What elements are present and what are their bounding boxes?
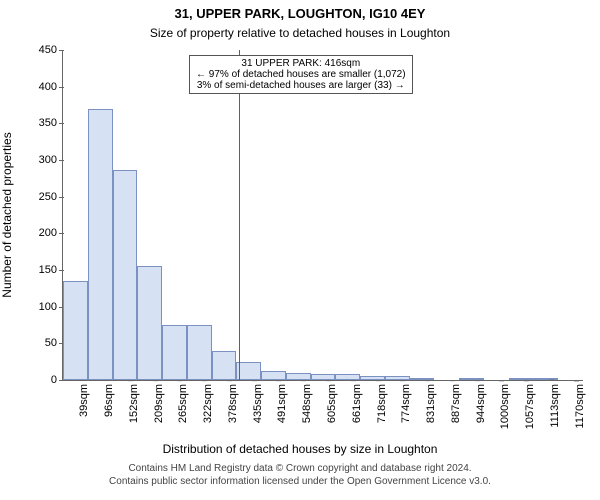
x-tick-label: 39sqm	[78, 384, 90, 417]
y-tick-label: 300	[39, 154, 63, 166]
footer-attribution: Contains HM Land Registry data © Crown c…	[0, 462, 600, 488]
y-tick-label: 400	[39, 81, 63, 93]
x-tick-label: 152sqm	[128, 384, 140, 423]
histogram-bar	[137, 266, 162, 380]
chart-plot-area: 050100150200250300350400450 39sqm96sqm15…	[62, 50, 583, 381]
y-tick-label: 350	[39, 117, 63, 129]
x-tick-label: 265sqm	[177, 384, 189, 423]
histogram-bar	[187, 325, 212, 380]
y-tick-label: 0	[51, 374, 63, 386]
x-tick-label: 435sqm	[252, 384, 264, 423]
histogram-bar	[113, 170, 138, 380]
x-tick-label: 605sqm	[326, 384, 338, 423]
x-tick-label: 718sqm	[376, 384, 388, 423]
x-tick-label: 96sqm	[103, 384, 115, 417]
x-tick-label: 944sqm	[475, 384, 487, 423]
histogram-bar	[286, 373, 311, 380]
x-tick-label: 548sqm	[301, 384, 313, 423]
y-tick-label: 150	[39, 264, 63, 276]
histogram-bar	[63, 281, 88, 380]
footer-line-2: Contains public sector information licen…	[109, 476, 491, 487]
y-axis-label: Number of detached properties	[0, 132, 14, 297]
y-tick-label: 450	[39, 44, 63, 56]
annotation-line-3: 3% of semi-detached houses are larger (3…	[196, 80, 406, 91]
reference-line	[239, 50, 240, 380]
x-tick-label: 1170sqm	[574, 384, 586, 428]
histogram-bar	[261, 371, 286, 380]
x-tick-label: 378sqm	[227, 384, 239, 423]
x-tick-label: 491sqm	[276, 384, 288, 423]
x-tick-label: 209sqm	[153, 384, 165, 423]
histogram-bar	[88, 109, 113, 380]
page-subtitle: Size of property relative to detached ho…	[0, 26, 600, 40]
y-tick-label: 50	[45, 337, 63, 349]
x-tick-label: 1000sqm	[499, 384, 511, 429]
x-tick-label: 887sqm	[450, 384, 462, 423]
x-tick-label: 1113sqm	[549, 384, 561, 428]
annotation-line-2: ← 97% of detached houses are smaller (1,…	[196, 69, 406, 80]
x-tick-label: 661sqm	[351, 384, 363, 423]
y-tick-label: 200	[39, 227, 63, 239]
histogram-bar	[162, 325, 187, 380]
x-tick-label: 1057sqm	[524, 384, 536, 429]
annotation-line-1: 31 UPPER PARK: 416sqm	[196, 58, 406, 69]
y-tick-label: 100	[39, 301, 63, 313]
x-tick-label: 831sqm	[425, 384, 437, 423]
y-tick-label: 250	[39, 191, 63, 203]
x-axis-label: Distribution of detached houses by size …	[0, 442, 600, 456]
page-title: 31, UPPER PARK, LOUGHTON, IG10 4EY	[0, 6, 600, 21]
x-tick-label: 774sqm	[400, 384, 412, 423]
chart-bars	[63, 50, 583, 380]
histogram-bar	[212, 351, 237, 380]
chart-xticks: 39sqm 96sqm 152sqm 209sqm 265sqm 322sqm 378sqm…	[63, 380, 583, 450]
footer-line-1: Contains HM Land Registry data © Crown c…	[128, 463, 471, 474]
annotation-box: 31 UPPER PARK: 416sqm ← 97% of detached …	[189, 55, 413, 94]
x-tick-label: 322sqm	[202, 384, 214, 423]
